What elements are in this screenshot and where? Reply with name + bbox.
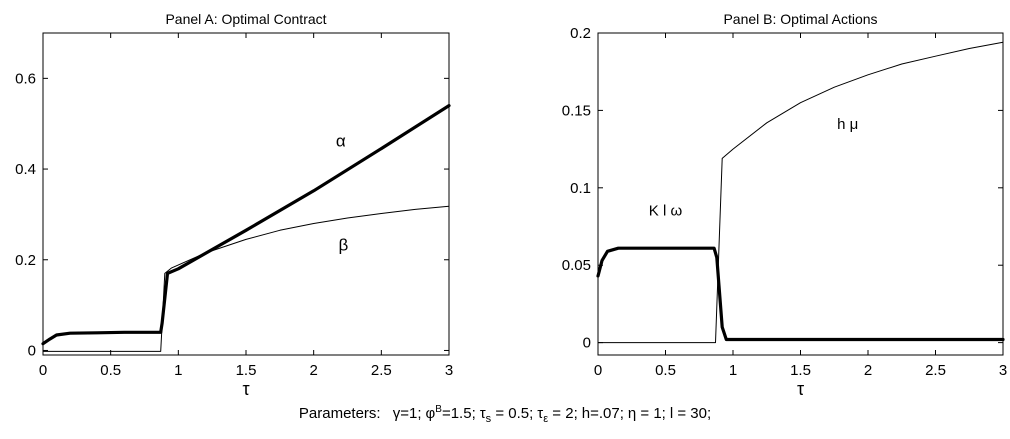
parameter-symbol: φ (425, 405, 436, 422)
panel-b-x-axis-label: τ (797, 379, 804, 399)
parameter-subscript: s (485, 413, 492, 425)
panel-b-y-tick-label: 0.05 (562, 257, 591, 274)
parameters-caption: Parameters: γ=1; φB=1.5; τs = 0.5; τε = 2; h… (0, 404, 1010, 425)
panel-b-series-line (597, 41, 1004, 344)
parameter-item: φB=1.5; (425, 404, 476, 422)
panel-a-chart: Panel A: Optimal Contract 0 0.5 1 1.5 2 2.5 3 0 0… (15, 11, 453, 399)
panel-b-y-tick-label: 0.1 (570, 180, 591, 197)
parameters-list: γ=1; φB=1.5; τs = 0.5; τε = 2; h=.07; η = 1; l… (385, 404, 711, 425)
parameter-value: =1; (400, 405, 422, 422)
panel-a-x-axis-label: τ (242, 379, 249, 399)
parameter-symbol: γ (392, 405, 401, 422)
parameter-item: γ=1; (393, 405, 422, 422)
panel-b-x-tick-label: 1.5 (790, 362, 811, 379)
panel-b-series-annotation: K l ω (649, 203, 683, 220)
panel-a-x-tick-label: 1 (174, 362, 182, 379)
parameter-value: = 2; (548, 405, 578, 422)
parameter-value: h=.07; (581, 405, 624, 422)
panel-a-x-tick-label: 2.5 (371, 362, 392, 379)
panel-a-x-tick-label: 0.5 (100, 362, 121, 379)
parameter-item: l = 30; (670, 405, 711, 422)
panel-b-series-line (596, 246, 1005, 342)
panel-a-plot-frame (42, 32, 450, 356)
panel-a-series-annotation: β (339, 236, 349, 255)
parameters-prefix: Parameters: (298, 405, 381, 422)
panel-b-title: Panel B: Optimal Actions (723, 11, 877, 27)
panel-a-x-tick-label: 0 (39, 362, 47, 379)
panel-a-y-tick-label: 0.2 (15, 252, 36, 269)
panel-b-chart: Panel B: Optimal Actions 0 0.5 1 1.5 2 2.5 3 0 0.… (562, 11, 1007, 399)
panel-b-series-annotation: h μ (837, 116, 858, 133)
parameter-subscript: ε (543, 413, 549, 425)
parameter-symbol: τ (479, 405, 486, 422)
panel-b-y-tick-label: 0.2 (570, 25, 591, 42)
parameter-value: = 0.5; (491, 405, 534, 422)
panel-a-x-tick-label: 2 (309, 362, 317, 379)
panel-b-y-tick-label: 0.15 (562, 102, 591, 119)
parameter-item: τε = 2; (537, 405, 578, 425)
panel-b-x-tick-label: 2.5 (925, 362, 946, 379)
parameter-value: = 1; (636, 405, 666, 422)
parameter-value: =1.5; (441, 405, 476, 422)
panel-a-series-line (41, 104, 451, 346)
parameter-superscript: B (435, 404, 442, 415)
panel-a-y-tick-label: 0.6 (15, 70, 36, 87)
panel-a-x-tick-label: 1.5 (236, 362, 257, 379)
panel-b-x-tick-label: 0 (594, 362, 602, 379)
panel-b-x-tick-label: 2 (864, 362, 872, 379)
panel-a-series-line (42, 205, 450, 352)
parameter-symbol: η (627, 405, 637, 422)
parameter-item: τs = 0.5; (479, 405, 534, 425)
parameter-value: l = 30; (669, 405, 712, 422)
panel-a-series-annotation: α (336, 131, 346, 150)
parameter-item: η = 1; (628, 405, 666, 422)
panel-b-x-tick-label: 3 (999, 362, 1007, 379)
panel-a-title: Panel A: Optimal Contract (165, 11, 326, 27)
parameter-item: h=.07; (582, 405, 624, 422)
panel-a-y-tick-label: 0 (28, 342, 36, 359)
panel-a-x-tick-label: 3 (445, 362, 453, 379)
panel-b-plot-frame (597, 32, 1004, 356)
panel-b-y-tick-label: 0 (583, 335, 591, 352)
parameter-symbol: τ (537, 405, 544, 422)
panel-b-x-tick-label: 0.5 (655, 362, 676, 379)
panel-a-y-tick-label: 0.4 (15, 161, 36, 178)
panel-b-x-tick-label: 1 (729, 362, 737, 379)
